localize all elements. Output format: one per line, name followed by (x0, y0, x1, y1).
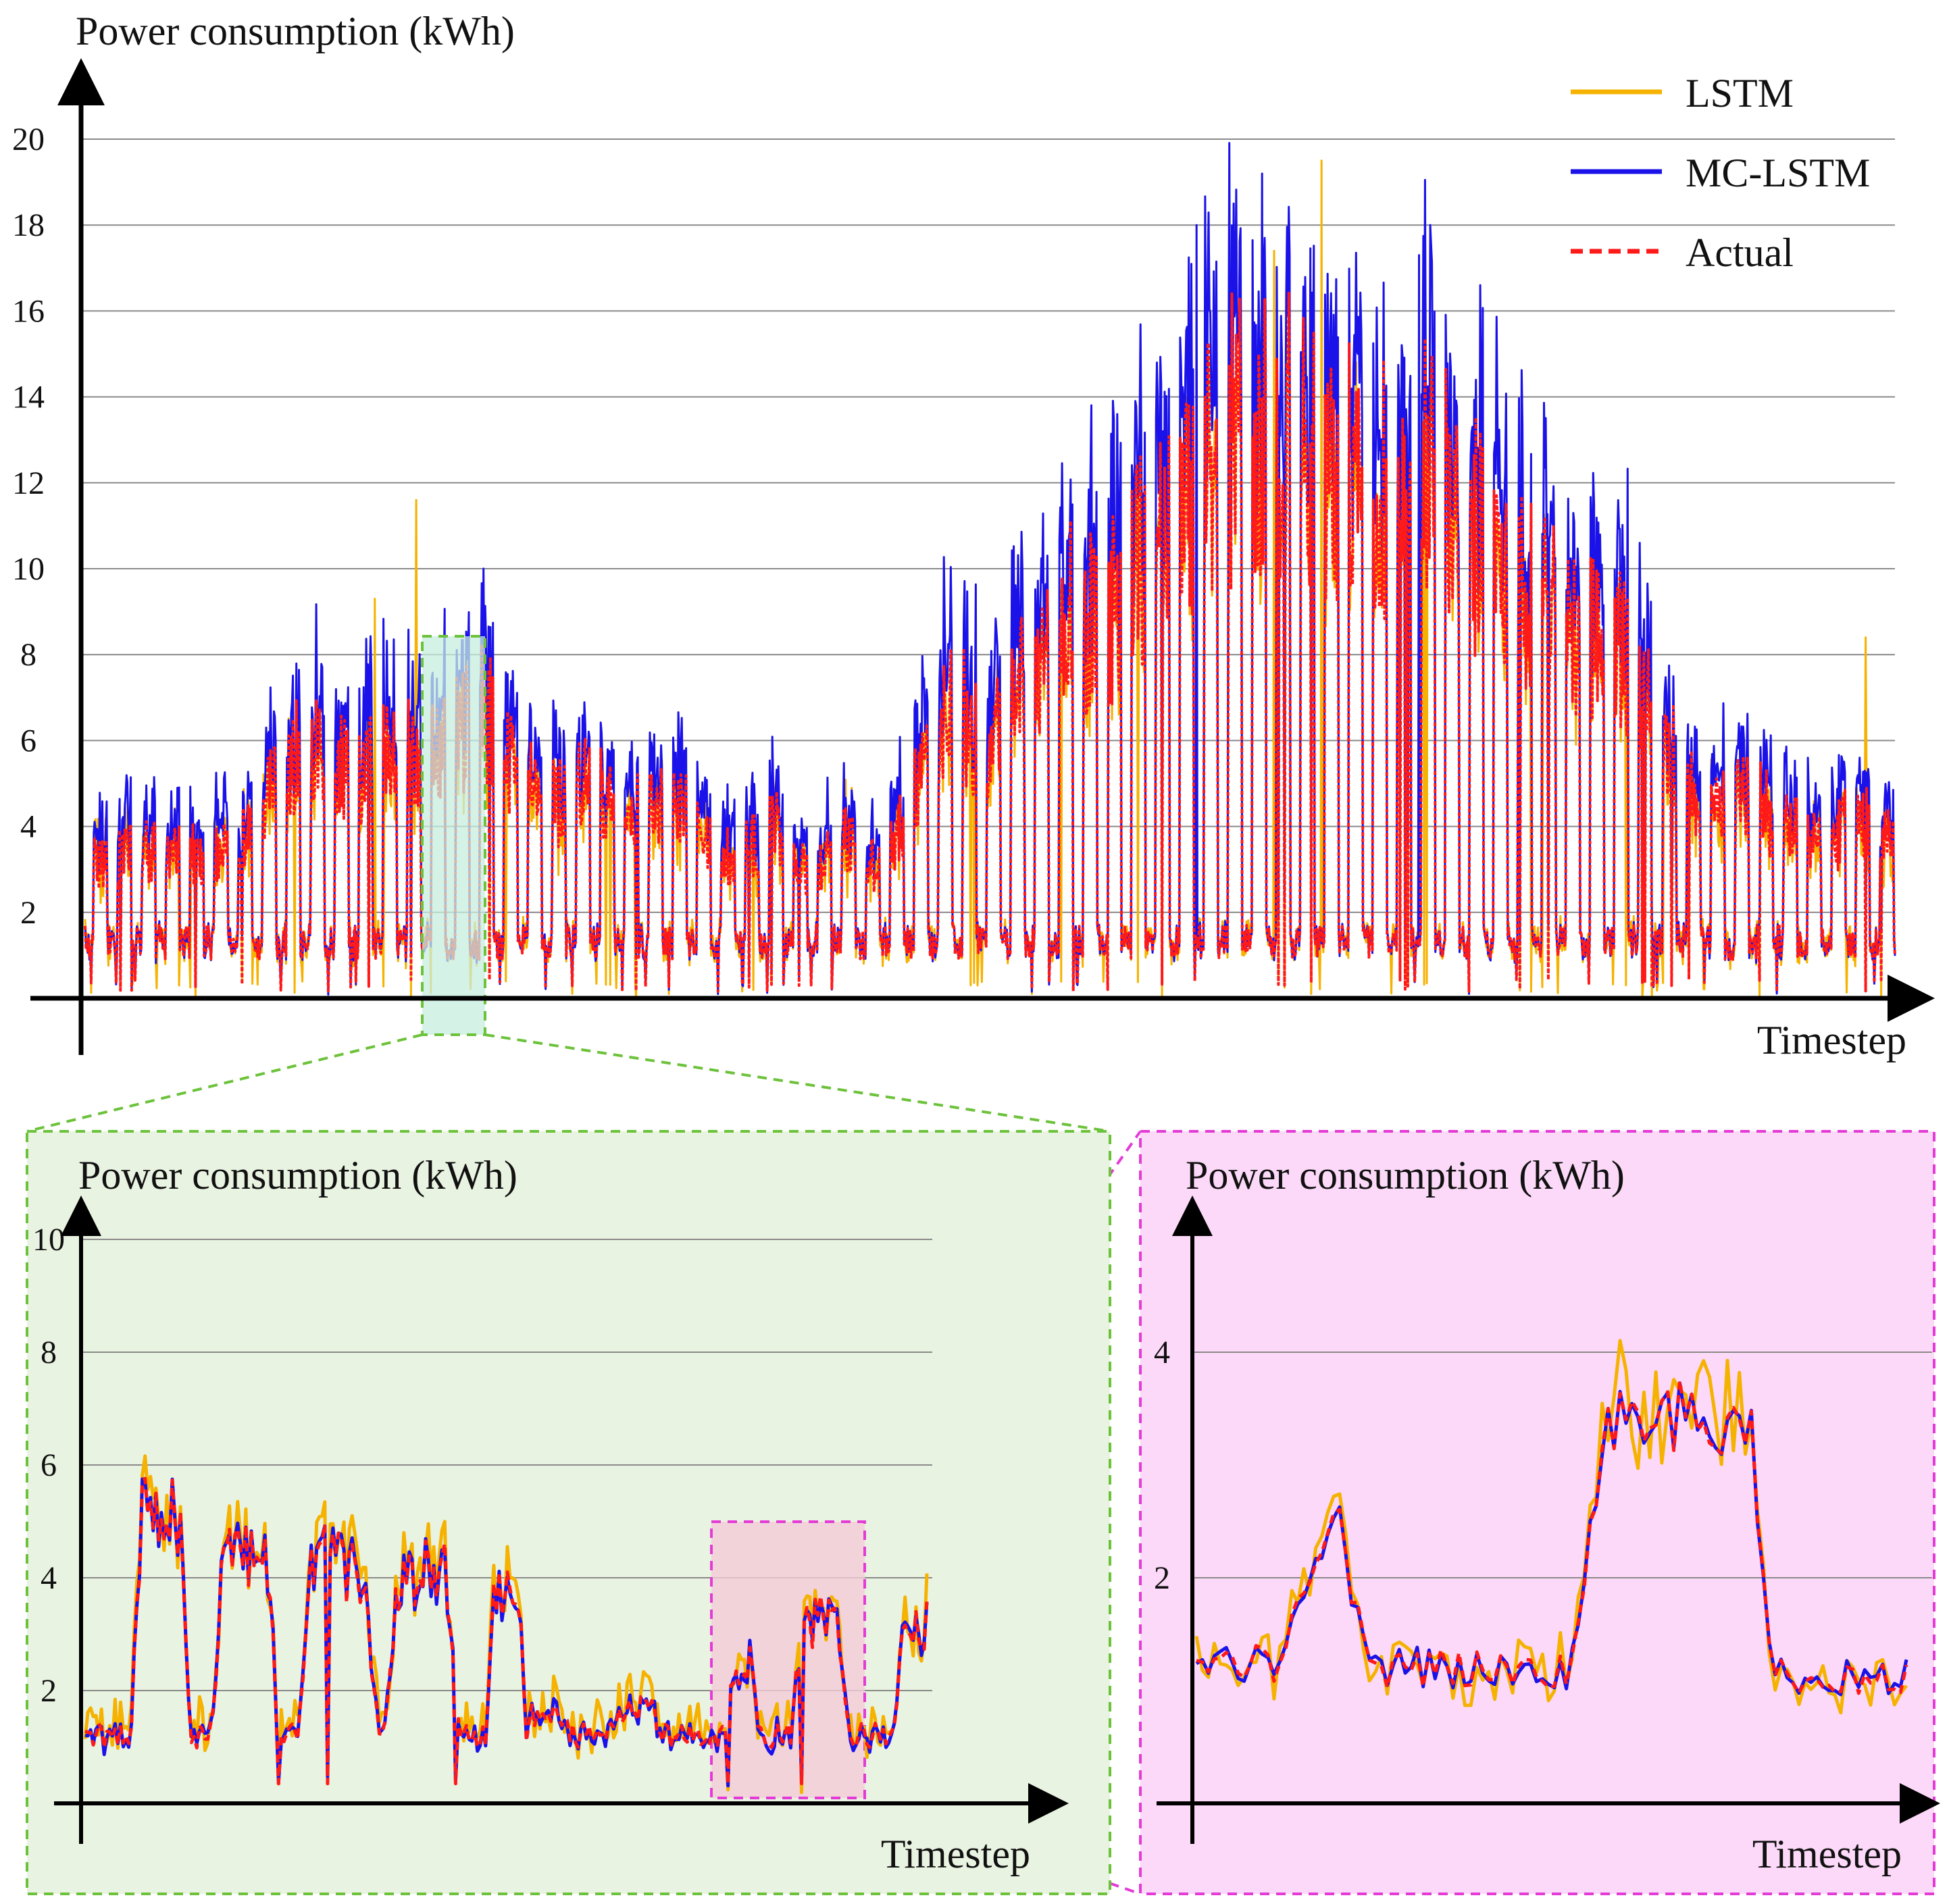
main-y-tick-8: 8 (20, 637, 36, 673)
main-y-tick-2: 2 (20, 895, 36, 931)
zoom2-series-actual (1196, 1379, 1908, 1695)
connector-left-zoom1 (26, 1033, 423, 1133)
zoom1-y-tick-labels: 2 4 6 8 10 (32, 1222, 65, 1709)
zoom1-y-tick-10: 10 (32, 1222, 65, 1258)
legend: LSTM MC-LSTM Actual (1571, 71, 1870, 275)
main-y-tick-14: 14 (12, 380, 45, 415)
main-chart: 2 4 6 8 10 12 14 16 18 20 Power consumption (kWh)… (12, 9, 1935, 1062)
main-series-actual (84, 291, 1896, 993)
main-y-tick-16: 16 (12, 293, 45, 329)
main-y-tick-4: 4 (20, 809, 36, 845)
main-y-tick-18: 18 (12, 207, 45, 243)
main-y-tick-10: 10 (12, 551, 45, 587)
zoom1-series-actual (84, 1476, 929, 1786)
main-series-mc-lstm (84, 142, 1896, 996)
main-y-axis-title: Power consumption (kWh) (76, 9, 515, 53)
zoom1-panel: 2 4 6 8 10 Power consumption (kWh) Timestep (26, 1130, 1111, 1895)
zoom2-panel: 24 Power consumption (kWh) Timestep (1139, 1130, 1940, 1895)
zoom2-x-axis-title: Timestep (1752, 1832, 1902, 1876)
zoom1-x-axis-title: Timestep (881, 1832, 1030, 1876)
main-zoom-highlight (421, 635, 486, 1036)
main-y-tick-12: 12 (12, 465, 45, 501)
legend-label-mc-lstm: MC-LSTM (1686, 151, 1870, 195)
legend-label-actual: Actual (1686, 230, 1794, 275)
zoom1-series (83, 1454, 929, 1795)
zoom1-y-axis-title: Power consumption (kWh) (78, 1153, 517, 1198)
legend-item-actual: Actual (1571, 230, 1794, 275)
zoom1-y-tick-8: 8 (41, 1335, 57, 1370)
main-y-tick-6: 6 (20, 723, 36, 758)
zoom1-y-tick-4: 4 (41, 1560, 57, 1596)
main-y-tick-labels: 2 4 6 8 10 12 14 16 18 20 (12, 122, 45, 931)
zoom2-y-tick-labels: 24 (1154, 1335, 1170, 1596)
zoom1-background (26, 1130, 1111, 1895)
zoom2-gridlines (1192, 1352, 1932, 1578)
zoom2-y-axis-title: Power consumption (kWh) (1186, 1153, 1625, 1198)
connector-right-zoom1 (484, 1033, 1111, 1133)
legend-label-lstm: LSTM (1686, 71, 1794, 115)
zoom2-background (1139, 1130, 1935, 1895)
main-y-tick-20: 20 (12, 122, 45, 157)
legend-item-mc-lstm: MC-LSTM (1571, 151, 1870, 195)
zoom2-series (1194, 1339, 1908, 1715)
main-x-axis-title: Timestep (1757, 1018, 1906, 1062)
zoom2-y-tick-4: 4 (1154, 1335, 1170, 1370)
zoom2-y-tick-2: 2 (1154, 1560, 1170, 1596)
zoom1-y-tick-6: 6 (41, 1447, 57, 1483)
legend-item-lstm: LSTM (1571, 71, 1794, 115)
zoom1-y-tick-2: 2 (41, 1673, 57, 1709)
main-series (84, 142, 1896, 1000)
